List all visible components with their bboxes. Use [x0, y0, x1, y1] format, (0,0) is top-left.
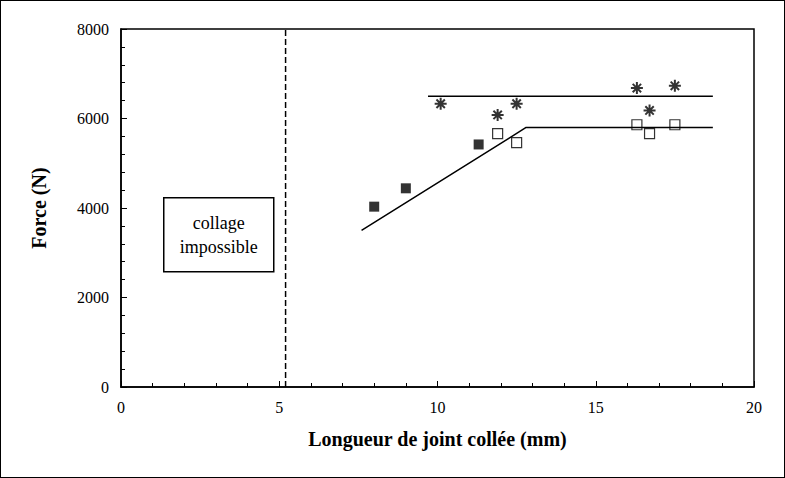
svg-text:0: 0: [117, 399, 125, 416]
svg-text:4000: 4000: [77, 200, 109, 217]
svg-text:20: 20: [746, 399, 762, 416]
svg-text:10: 10: [430, 399, 446, 416]
svg-text:Force (N): Force (N): [28, 167, 51, 248]
svg-text:2000: 2000: [77, 289, 109, 306]
svg-text:8000: 8000: [77, 21, 109, 38]
svg-text:impossible: impossible: [180, 237, 258, 257]
svg-text:Longueur de joint collée (mm): Longueur de joint collée (mm): [308, 428, 567, 451]
svg-text:collage: collage: [193, 213, 245, 233]
svg-text:15: 15: [588, 399, 604, 416]
svg-text:0: 0: [101, 379, 109, 396]
svg-text:5: 5: [275, 399, 283, 416]
svg-text:6000: 6000: [77, 110, 109, 127]
